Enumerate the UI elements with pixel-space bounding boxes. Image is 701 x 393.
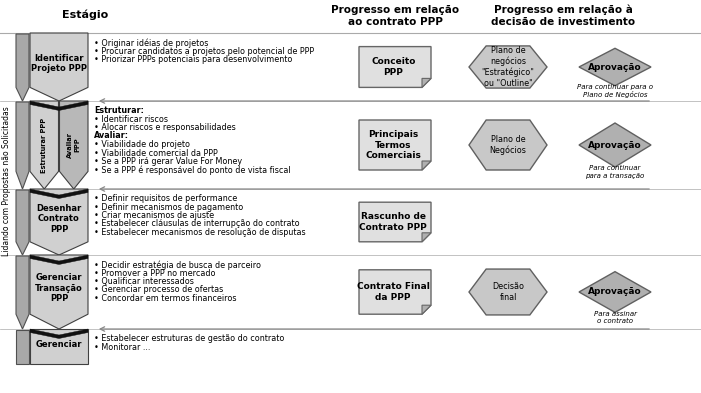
Text: • Identificar riscos: • Identificar riscos (94, 114, 168, 123)
Text: Rascunho de
Contrato PPP: Rascunho de Contrato PPP (360, 212, 427, 232)
Text: • Originar idéias de projetos: • Originar idéias de projetos (94, 38, 208, 48)
Text: Para continuar
para a transação: Para continuar para a transação (585, 165, 645, 178)
Text: • Estabelecer mecanismos de resolução de disputas: • Estabelecer mecanismos de resolução de… (94, 228, 306, 237)
Text: • Priorizar PPPs potenciais para desenvolvimento: • Priorizar PPPs potenciais para desenvo… (94, 55, 292, 64)
Text: Identificar
Projeto PPP: Identificar Projeto PPP (31, 54, 87, 73)
Text: • Promover a PPP no mercado: • Promover a PPP no mercado (94, 268, 215, 277)
Text: • Gerenciar processo de ofertas: • Gerenciar processo de ofertas (94, 285, 223, 294)
Text: Progresso em relação à
decisão de investimento: Progresso em relação à decisão de invest… (491, 5, 635, 27)
Polygon shape (16, 102, 29, 189)
Text: • Se a PPP irá gerar Value For Money: • Se a PPP irá gerar Value For Money (94, 157, 242, 166)
Text: Aprovação: Aprovação (588, 288, 642, 296)
Text: • Definir requisitos de performance: • Definir requisitos de performance (94, 194, 237, 203)
Polygon shape (422, 233, 431, 242)
Text: • Decidir estratégia de busca de parceiro: • Decidir estratégia de busca de parceir… (94, 260, 261, 270)
Text: • Criar mecanismos de ajuste: • Criar mecanismos de ajuste (94, 211, 214, 220)
Text: Lidando com Propostas não Solicitadas: Lidando com Propostas não Solicitadas (3, 106, 11, 256)
Polygon shape (30, 101, 88, 110)
Text: • Concordar em termos financeiros: • Concordar em termos financeiros (94, 294, 236, 303)
Text: Decisão
final: Decisão final (492, 282, 524, 302)
Polygon shape (469, 269, 547, 315)
Polygon shape (469, 120, 547, 170)
Text: Estruturar PPP: Estruturar PPP (41, 118, 47, 173)
Text: Desenhar
Contrato
PPP: Desenhar Contrato PPP (36, 204, 81, 233)
Text: • Alocar riscos e responsabilidades: • Alocar riscos e responsabilidades (94, 123, 236, 132)
Text: • Qualificar interessados: • Qualificar interessados (94, 277, 194, 286)
Text: Aprovação: Aprovação (588, 62, 642, 72)
Polygon shape (16, 330, 29, 364)
Text: • Viabilidade comercial da PPP: • Viabilidade comercial da PPP (94, 149, 218, 158)
Text: • Se a PPP é responsável do ponto de vista fiscal: • Se a PPP é responsável do ponto de vis… (94, 165, 291, 175)
Polygon shape (30, 255, 88, 329)
Text: Gerenciar: Gerenciar (36, 340, 82, 349)
Text: Avaliar:: Avaliar: (94, 132, 129, 141)
Text: • Estabelecer cláusulas de interrupção do contrato: • Estabelecer cláusulas de interrupção d… (94, 220, 299, 228)
Polygon shape (16, 256, 29, 329)
Text: Progresso em relação
ao contrato PPP: Progresso em relação ao contrato PPP (331, 5, 459, 27)
Polygon shape (30, 101, 58, 189)
Text: • Monitorar ...: • Monitorar ... (94, 343, 151, 351)
Text: Aprovação: Aprovação (588, 141, 642, 149)
Polygon shape (469, 46, 547, 88)
Text: Principais
Termos
Comerciais: Principais Termos Comerciais (365, 130, 421, 160)
Polygon shape (30, 255, 88, 264)
Text: Gerenciar
Transação
PPP: Gerenciar Transação PPP (35, 274, 83, 303)
Polygon shape (16, 34, 29, 101)
Polygon shape (359, 47, 431, 87)
Text: Conceito
PPP: Conceito PPP (371, 57, 416, 77)
Text: • Procurar candidatos a projetos pelo potencial de PPP: • Procurar candidatos a projetos pelo po… (94, 46, 314, 55)
Polygon shape (30, 329, 88, 364)
Polygon shape (359, 202, 431, 242)
Polygon shape (579, 48, 651, 86)
Polygon shape (579, 272, 651, 312)
Text: Estágio: Estágio (62, 10, 108, 20)
Text: Para assinar
o contrato: Para assinar o contrato (594, 311, 637, 324)
Text: • Viabilidade do projeto: • Viabilidade do projeto (94, 140, 190, 149)
Text: Estruturar:: Estruturar: (94, 106, 144, 115)
Text: Avaliar
PPP: Avaliar PPP (67, 132, 80, 158)
Polygon shape (30, 329, 88, 338)
Polygon shape (60, 101, 88, 189)
Text: Contrato Final
da PPP: Contrato Final da PPP (357, 282, 430, 302)
Polygon shape (422, 161, 431, 170)
Polygon shape (16, 190, 29, 255)
Polygon shape (359, 270, 431, 314)
Polygon shape (359, 120, 431, 170)
Text: Plano de
Negócios: Plano de Negócios (489, 135, 526, 155)
Polygon shape (422, 78, 431, 87)
Polygon shape (30, 189, 88, 255)
Polygon shape (30, 33, 88, 101)
Text: • Estabelecer estruturas de gestão do contrato: • Estabelecer estruturas de gestão do co… (94, 334, 285, 343)
Polygon shape (30, 189, 88, 198)
Text: Para continuar para o
Plano de Negócios: Para continuar para o Plano de Negócios (577, 84, 653, 98)
Text: Plano de
negócios
"Estratégico"
ou "Outline": Plano de negócios "Estratégico" ou "Outl… (482, 46, 534, 88)
Polygon shape (422, 305, 431, 314)
Text: • Definir mecanismos de pagamento: • Definir mecanismos de pagamento (94, 202, 243, 211)
Polygon shape (579, 123, 651, 167)
